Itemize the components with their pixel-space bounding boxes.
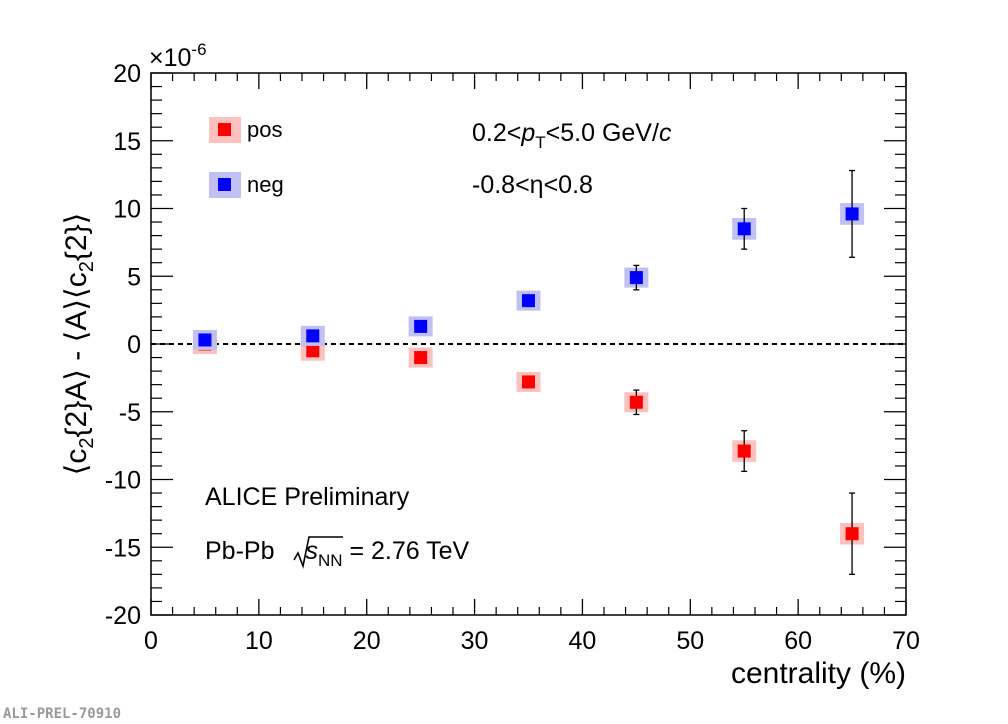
x-tick-label: 30	[461, 627, 489, 655]
x-tick-label: 60	[784, 627, 812, 655]
pos-data-point	[737, 444, 751, 458]
x-tick-label: 20	[353, 627, 381, 655]
y-tick-label: 0	[127, 331, 141, 359]
neg-data-point	[198, 333, 212, 347]
series-neg	[192, 169, 865, 350]
y-tick-label: 15	[113, 128, 141, 156]
series-pos	[192, 334, 865, 575]
system-label-group: Pb-Pb sNN = 2.76 TeV	[205, 536, 470, 570]
x-axis-title: centrality (%)	[731, 657, 906, 690]
eta-range-annotation: -0.8<η<0.8	[472, 171, 593, 199]
legend-neg-label: neg	[247, 172, 284, 197]
neg-data-point	[306, 329, 320, 343]
neg-data-point	[629, 271, 643, 285]
x-tick-label: 0	[144, 627, 158, 655]
y-tick-label: 5	[127, 263, 141, 291]
y-tick-label: 10	[113, 196, 141, 224]
neg-data-point	[845, 207, 859, 221]
y-axis: -20 -15 -10 -5 0 5 10 15 20	[105, 60, 906, 630]
pos-data-point	[306, 344, 320, 358]
x-tick-label: 50	[676, 627, 704, 655]
x-tick-label: 40	[569, 627, 597, 655]
legend-pos-label: pos	[247, 117, 282, 142]
y-axis-title: ⟨c2{2}A⟩ - ⟨A⟩⟨c2{2}⟩	[60, 213, 98, 476]
pos-data-point	[522, 375, 535, 389]
legend: pos neg	[209, 117, 284, 198]
legend-neg-marker	[218, 178, 231, 191]
x-tick-label: 70	[892, 627, 920, 655]
y-tick-label: -15	[105, 534, 141, 562]
pos-data-point	[845, 527, 859, 541]
pos-data-point	[414, 351, 428, 365]
y-tick-label: 20	[113, 60, 141, 88]
figure-id: ALI-PREL-70910	[3, 706, 121, 722]
pt-range-annotation: 0.2<pT<5.0 GeV/c	[472, 119, 672, 152]
system-label: Pb-Pb sNN = 2.76 TeV	[205, 537, 470, 570]
x-tick-label: 10	[245, 627, 273, 655]
y-multiplier: ×10-6	[149, 40, 207, 72]
data-layer	[192, 169, 865, 575]
neg-data-point	[737, 222, 751, 236]
neg-data-point	[522, 294, 535, 308]
y-tick-label: -5	[119, 399, 141, 427]
pos-data-point	[629, 395, 643, 409]
sqrt-sign	[293, 536, 343, 569]
y-tick-label: -20	[105, 602, 141, 630]
y-tick-label: -10	[105, 467, 141, 495]
neg-data-point	[414, 319, 428, 333]
experiment-label: ALICE Preliminary	[205, 483, 410, 511]
legend-pos-marker	[218, 123, 231, 136]
x-axis: 0 10 20 30 40 50 60 70	[144, 73, 920, 655]
